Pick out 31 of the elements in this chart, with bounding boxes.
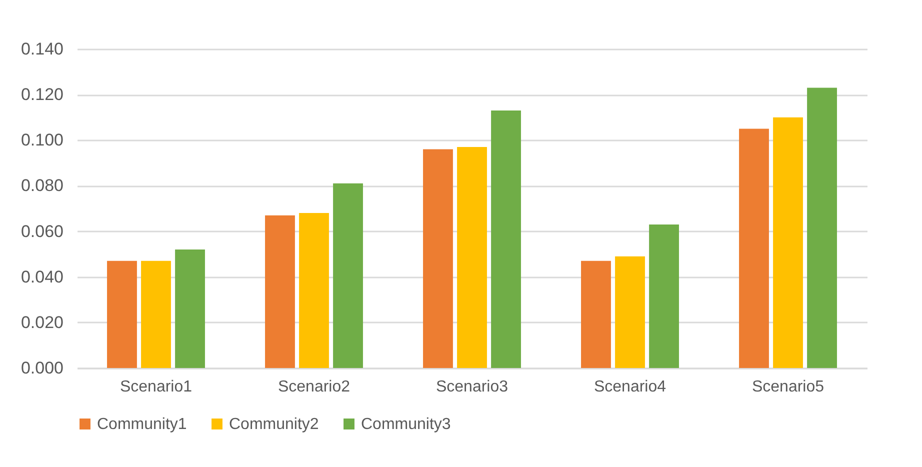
y-tick-label: 0.080 bbox=[20, 176, 64, 196]
y-tick-label: 0.140 bbox=[20, 40, 64, 58]
y-tick-label: 0.000 bbox=[20, 358, 64, 378]
y-tick-label: 0.120 bbox=[20, 85, 64, 104]
x-tick-label: Scenario5 bbox=[752, 378, 824, 396]
bar bbox=[807, 88, 837, 368]
bar bbox=[265, 215, 295, 368]
bar bbox=[739, 128, 769, 368]
y-tick-label: 0.100 bbox=[20, 130, 64, 150]
bar bbox=[333, 183, 363, 368]
bar bbox=[581, 260, 611, 368]
y-tick-label: 0.060 bbox=[20, 222, 64, 241]
y-tick-label: 0.040 bbox=[20, 267, 64, 286]
bar bbox=[615, 256, 645, 368]
bar bbox=[107, 260, 137, 368]
bar bbox=[299, 213, 329, 368]
x-tick-label: Scenario1 bbox=[120, 378, 192, 396]
bar bbox=[649, 224, 679, 368]
bar bbox=[175, 250, 205, 368]
legend-label: Community2 bbox=[229, 416, 319, 433]
bar bbox=[491, 110, 521, 368]
y-tick-label: 0.020 bbox=[20, 312, 64, 332]
x-tick-label: Scenario4 bbox=[594, 378, 666, 396]
legend-label: Community3 bbox=[361, 416, 451, 433]
x-tick-label: Scenario3 bbox=[436, 378, 508, 396]
bar bbox=[141, 260, 171, 368]
x-tick-label: Scenario2 bbox=[278, 378, 350, 396]
bar bbox=[423, 149, 453, 368]
bar bbox=[773, 117, 803, 368]
bar bbox=[457, 146, 487, 368]
legend-label: Community1 bbox=[97, 416, 187, 433]
